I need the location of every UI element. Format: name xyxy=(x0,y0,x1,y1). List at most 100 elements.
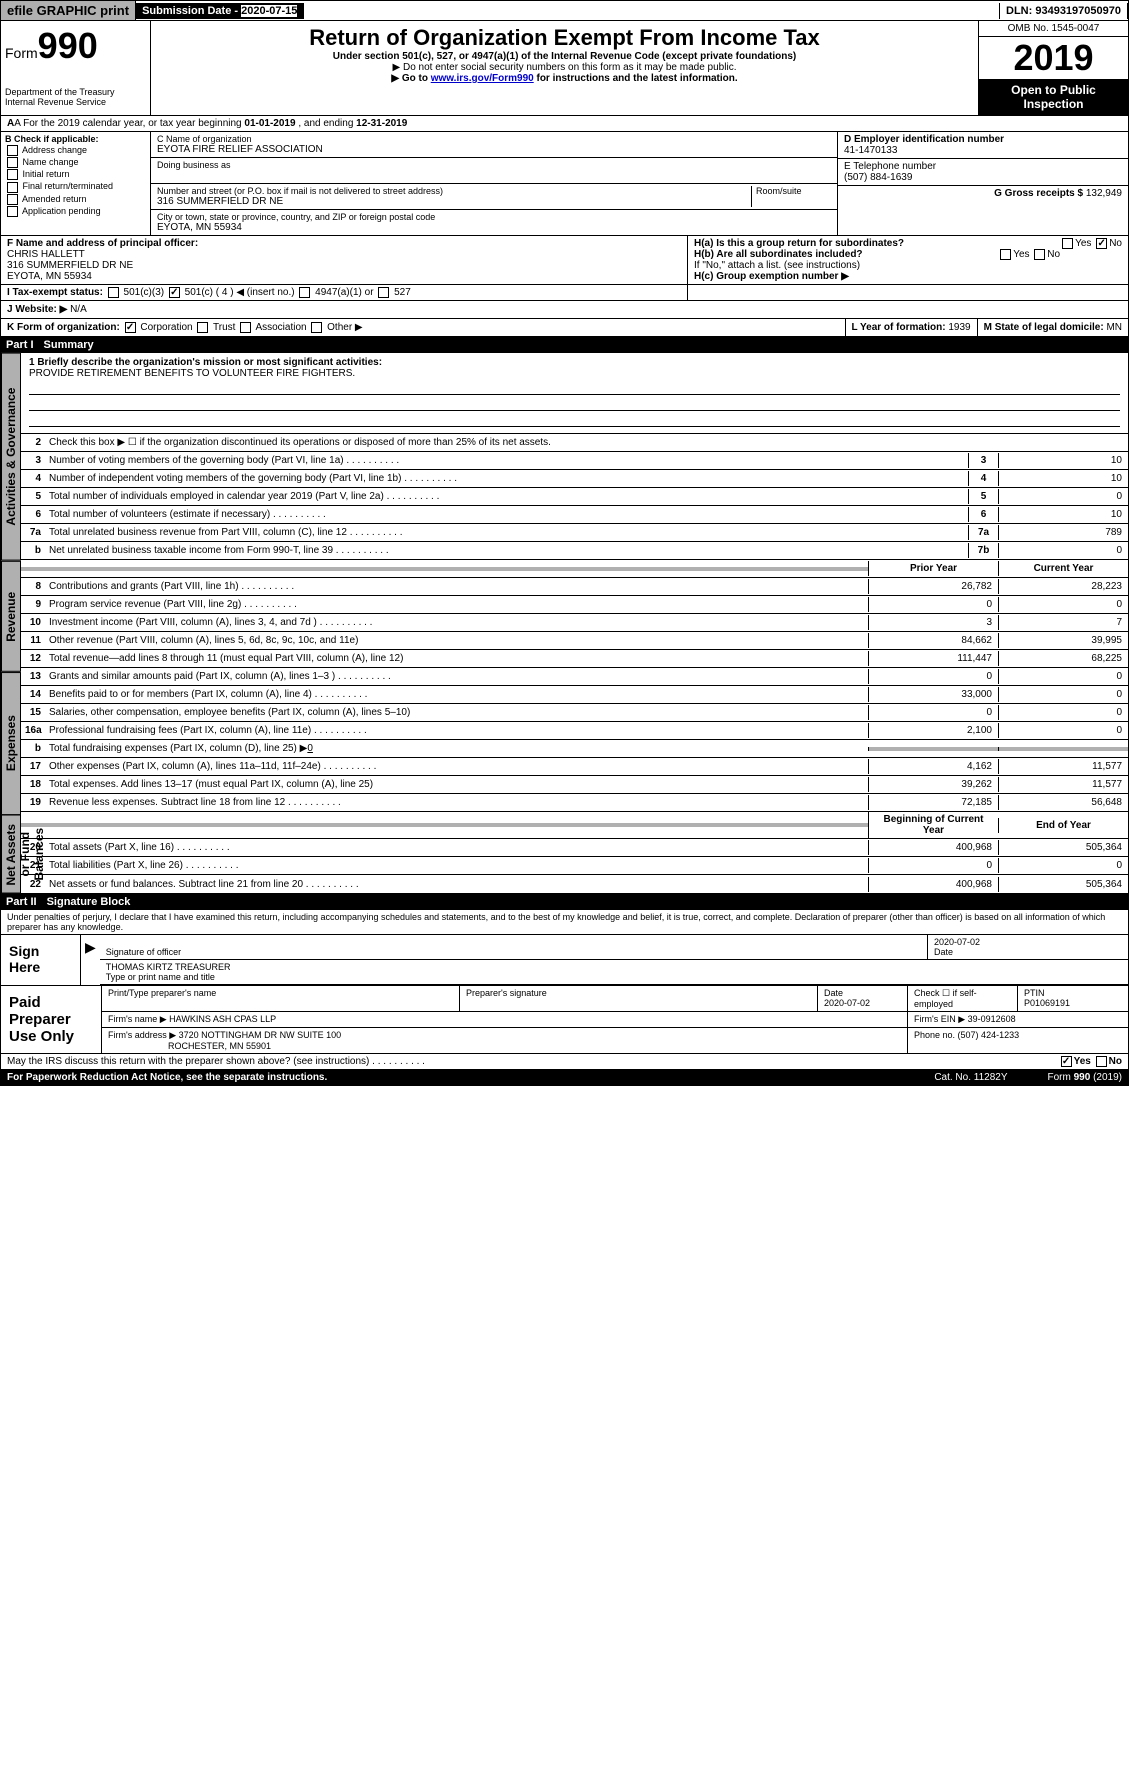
date-label: Date xyxy=(934,947,953,957)
submission-date-label: Submission Date - 2020-07-15 xyxy=(136,3,304,19)
footer-right: Form 990 (2019) xyxy=(1048,1072,1122,1083)
line-19: Revenue less expenses. Subtract line 18 … xyxy=(45,795,868,810)
cb-corp[interactable] xyxy=(125,322,136,333)
name-title-label: Type or print name and title xyxy=(106,972,215,982)
mission-block: 1 Briefly describe the organization's mi… xyxy=(21,353,1128,434)
discuss-text: May the IRS discuss this return with the… xyxy=(7,1056,425,1067)
val-6: 10 xyxy=(998,507,1128,522)
firm-city: ROCHESTER, MN 55901 xyxy=(168,1041,271,1051)
cb-name-change[interactable]: Name change xyxy=(5,157,146,168)
summary-section: Activities & Governance Revenue Expenses… xyxy=(0,353,1129,894)
firm-ein: 39-0912608 xyxy=(968,1014,1016,1024)
efile-button[interactable]: efile GRAPHIC print xyxy=(1,1,136,20)
ha-line: H(a) Is this a group return for subordin… xyxy=(694,238,1122,249)
officer-addr1: 316 SUMMERFIELD DR NE xyxy=(7,260,681,271)
hb-note: If "No," attach a list. (see instruction… xyxy=(694,260,1122,271)
cb-other[interactable] xyxy=(311,322,322,333)
line-3: Number of voting members of the governin… xyxy=(45,453,968,468)
line-2: Check this box ▶ ☐ if the organization d… xyxy=(45,435,1128,450)
cb-assoc[interactable] xyxy=(240,322,251,333)
p18: 39,262 xyxy=(868,777,998,792)
c21: 0 xyxy=(998,858,1128,873)
row-i: I Tax-exempt status: 501(c)(3) 501(c) ( … xyxy=(0,285,1129,301)
prep-name-label: Print/Type preparer's name xyxy=(102,986,460,1011)
discuss-yes[interactable] xyxy=(1061,1056,1072,1067)
org-name-label: C Name of organization xyxy=(157,134,831,144)
cb-final-return[interactable]: Final return/terminated xyxy=(5,181,146,192)
cb-501c[interactable] xyxy=(169,287,180,298)
hdr-prior: Prior Year xyxy=(868,561,998,576)
form-header: Form990 Department of the TreasuryIntern… xyxy=(0,21,1129,116)
line-6: Total number of volunteers (estimate if … xyxy=(45,507,968,522)
c12: 68,225 xyxy=(998,651,1128,666)
prep-date-label: Date xyxy=(824,988,843,998)
ein: 41-1470133 xyxy=(844,145,1122,156)
self-employed-check[interactable]: Check ☐ if self-employed xyxy=(908,986,1018,1011)
p11: 84,662 xyxy=(868,633,998,648)
sig-date: 2020-07-02 xyxy=(934,937,980,947)
line-4: Number of independent voting members of … xyxy=(45,471,968,486)
c15: 0 xyxy=(998,705,1128,720)
discuss-no[interactable] xyxy=(1096,1056,1107,1067)
p19: 72,185 xyxy=(868,795,998,810)
year-formation: 1939 xyxy=(948,322,970,333)
hb-no[interactable] xyxy=(1034,249,1045,260)
p12: 111,447 xyxy=(868,651,998,666)
cb-initial-return[interactable]: Initial return xyxy=(5,169,146,180)
line-17: Other expenses (Part IX, column (A), lin… xyxy=(45,759,868,774)
line-9: Program service revenue (Part VIII, line… xyxy=(45,597,868,612)
tab-net-assets: Net Assets or Fund Balances xyxy=(1,815,21,894)
dept-label: Department of the TreasuryInternal Reven… xyxy=(5,87,146,107)
ptin-label: PTIN xyxy=(1024,988,1045,998)
officer-addr2: EYOTA, MN 55934 xyxy=(7,271,681,282)
cb-501c3[interactable] xyxy=(108,287,119,298)
val-7b: 0 xyxy=(998,543,1128,558)
line-12: Total revenue—add lines 8 through 11 (mu… xyxy=(45,651,868,666)
tax-year: 2019 xyxy=(979,37,1128,79)
cb-app-pending[interactable]: Application pending xyxy=(5,206,146,217)
ein-label: D Employer identification number xyxy=(844,134,1122,145)
form-subtitle: Under section 501(c), 527, or 4947(a)(1)… xyxy=(155,51,974,62)
p17: 4,162 xyxy=(868,759,998,774)
cb-trust[interactable] xyxy=(197,322,208,333)
omb-number: OMB No. 1545-0047 xyxy=(979,21,1128,37)
form-number: Form990 xyxy=(5,25,146,67)
state-domicile: MN xyxy=(1106,322,1122,333)
cb-4947[interactable] xyxy=(299,287,310,298)
ha-no[interactable] xyxy=(1096,238,1107,249)
ha-yes[interactable] xyxy=(1062,238,1073,249)
line-16a: Professional fundraising fees (Part IX, … xyxy=(45,723,868,738)
cb-address-change[interactable]: Address change xyxy=(5,145,146,156)
phone-label: Phone no. xyxy=(914,1030,958,1040)
cb-amended[interactable]: Amended return xyxy=(5,194,146,205)
top-bar: efile GRAPHIC print Submission Date - 20… xyxy=(0,0,1129,21)
org-name: EYOTA FIRE RELIEF ASSOCIATION xyxy=(157,144,831,155)
footer-left: For Paperwork Reduction Act Notice, see … xyxy=(7,1072,327,1083)
firm-name: HAWKINS ASH CPAS LLP xyxy=(169,1014,276,1024)
p20: 400,968 xyxy=(868,840,998,855)
irs-link[interactable]: www.irs.gov/Form990 xyxy=(431,73,534,84)
gross-receipts: 132,949 xyxy=(1086,188,1122,199)
line-16b: Total fundraising expenses (Part IX, col… xyxy=(45,741,868,756)
form-title: Return of Organization Exempt From Incom… xyxy=(155,25,974,51)
p21: 0 xyxy=(868,858,998,873)
firm-ein-label: Firm's EIN ▶ xyxy=(914,1014,968,1024)
col-b-checkboxes: B Check if applicable: Address change Na… xyxy=(1,132,151,235)
c16a: 0 xyxy=(998,723,1128,738)
cb-527[interactable] xyxy=(378,287,389,298)
part1-header: Part ISummary xyxy=(0,337,1129,353)
c9: 0 xyxy=(998,597,1128,612)
note-link: ▶ Go to www.irs.gov/Form990 for instruct… xyxy=(155,73,974,84)
firm-phone: (507) 424-1233 xyxy=(958,1030,1020,1040)
footer: For Paperwork Reduction Act Notice, see … xyxy=(0,1070,1129,1086)
line-15: Salaries, other compensation, employee b… xyxy=(45,705,868,720)
line-11: Other revenue (Part VIII, column (A), li… xyxy=(45,633,868,648)
line-10: Investment income (Part VIII, column (A)… xyxy=(45,615,868,630)
line-21: Total liabilities (Part X, line 26) xyxy=(45,858,868,873)
line-18: Total expenses. Add lines 13–17 (must eq… xyxy=(45,777,868,792)
ptin: P01069191 xyxy=(1024,998,1070,1008)
arrow-icon: ▶ xyxy=(81,935,100,985)
p9: 0 xyxy=(868,597,998,612)
c14: 0 xyxy=(998,687,1128,702)
hb-yes[interactable] xyxy=(1000,249,1011,260)
